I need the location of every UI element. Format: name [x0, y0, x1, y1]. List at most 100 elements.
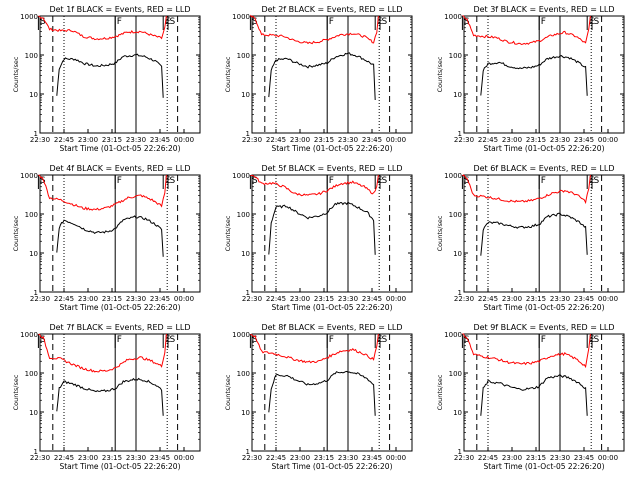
y-tick-label: 1	[246, 130, 250, 138]
marker-label: F	[329, 335, 334, 345]
marker-label: S	[382, 17, 388, 27]
x-tick-label: 22:45	[266, 454, 286, 462]
x-tick-label: 22:45	[54, 136, 74, 144]
y-axis-label: Counts/sec	[224, 374, 232, 410]
x-tick-label: 23:30	[550, 454, 570, 462]
series-black-line	[56, 53, 164, 98]
x-tick-label: 00:00	[174, 295, 194, 303]
y-tick-label: 1000	[232, 172, 250, 180]
marker-label: F	[329, 176, 334, 186]
x-tick-label: 23:45	[574, 295, 594, 303]
x-tick-label: 23:45	[362, 136, 382, 144]
plot-frame	[463, 15, 625, 134]
x-tick-label: 22:45	[54, 295, 74, 303]
y-tick-label: 10	[241, 250, 250, 258]
marker-label: F	[117, 17, 122, 27]
plot-frame	[463, 333, 625, 452]
y-tick-label: 1	[458, 130, 462, 138]
x-tick-label: 23:15	[526, 136, 546, 144]
series-black-line	[480, 55, 588, 96]
x-tick-label: 22:30	[242, 454, 262, 462]
y-tick-label: 1000	[20, 172, 38, 180]
y-tick-label: 100	[449, 52, 462, 60]
x-tick-label: 22:30	[30, 454, 50, 462]
x-tick-label: 22:45	[478, 295, 498, 303]
x-tick-label: 00:00	[386, 454, 406, 462]
x-tick-label: 23:30	[338, 136, 358, 144]
x-tick-label: 23:45	[150, 454, 170, 462]
chart-panel-3: Det 3f BLACK = Events, RED = LLD 1 10 100 10…	[436, 5, 625, 153]
x-tick-label: 00:00	[174, 136, 194, 144]
marker-label: S	[252, 176, 258, 186]
series-red-line	[462, 15, 591, 46]
series-black-line	[268, 370, 376, 416]
x-tick-label: 23:30	[338, 454, 358, 462]
y-tick-label: 1000	[20, 331, 38, 339]
x-tick-label: 23:45	[150, 136, 170, 144]
chart-panel-6: Det 6f BLACK = Events, RED = LLD 1 10 100 10…	[436, 164, 625, 312]
x-tick-label: 23:15	[102, 136, 122, 144]
series-black-line	[480, 373, 588, 416]
y-tick-label: 100	[25, 52, 38, 60]
series-red-line	[38, 333, 167, 373]
y-tick-label: 10	[29, 91, 38, 99]
series-red-line	[38, 174, 167, 211]
y-tick-label: 100	[237, 211, 250, 219]
x-tick-label: 23:45	[150, 295, 170, 303]
x-tick-label: 23:30	[126, 454, 146, 462]
x-tick-label: 23:45	[574, 136, 594, 144]
marker-label: S	[40, 335, 46, 345]
x-axis-label: Start Time (01-Oct-05 22:26:20)	[271, 462, 392, 471]
marker-label: S	[252, 335, 258, 345]
plot-frame	[463, 174, 625, 293]
chart-title: Det 2f BLACK = Events, RED = LLD	[261, 5, 402, 14]
x-tick-label: 22:30	[242, 136, 262, 144]
series-red-line	[462, 174, 591, 205]
x-tick-label: 00:00	[174, 454, 194, 462]
x-tick-label: 00:00	[598, 454, 618, 462]
marker-label: S	[382, 176, 388, 186]
x-tick-label: 23:00	[290, 295, 310, 303]
chart-panel-5: Det 5f BLACK = Events, RED = LLD 1 10 100 10…	[224, 164, 413, 312]
x-tick-label: 22:30	[242, 295, 262, 303]
plot-frame	[251, 333, 413, 452]
y-tick-label: 1	[246, 448, 250, 456]
y-tick-label: 1	[246, 289, 250, 297]
series-red-line	[250, 174, 379, 197]
x-tick-label: 23:00	[78, 454, 98, 462]
x-tick-label: 23:30	[338, 295, 358, 303]
series-black-line	[268, 52, 376, 101]
marker-label: S	[40, 176, 46, 186]
y-tick-label: 1000	[444, 172, 462, 180]
plot-frame	[39, 333, 201, 452]
y-tick-label: 1	[458, 289, 462, 297]
y-tick-label: 1000	[232, 331, 250, 339]
x-tick-label: 23:00	[290, 454, 310, 462]
chart-panel-8: Det 8f BLACK = Events, RED = LLD 1 10 100 10…	[224, 323, 413, 471]
y-axis-label: Counts/sec	[436, 374, 444, 410]
marker-label: S	[170, 17, 176, 27]
y-tick-label: 10	[29, 409, 38, 417]
x-tick-label: 23:30	[550, 136, 570, 144]
x-axis-label: Start Time (01-Oct-05 22:26:20)	[59, 462, 180, 471]
x-tick-label: 23:15	[526, 295, 546, 303]
x-tick-label: 22:30	[30, 295, 50, 303]
x-tick-label: 22:45	[478, 136, 498, 144]
marker-label: S	[40, 17, 46, 27]
chart-panel-2: Det 2f BLACK = Events, RED = LLD 1 10 100 10…	[224, 5, 413, 153]
plot-frame	[251, 15, 413, 134]
x-tick-label: 23:15	[314, 454, 334, 462]
chart-title: Det 9f BLACK = Events, RED = LLD	[473, 323, 614, 332]
chart-title: Det 1f BLACK = Events, RED = LLD	[49, 5, 190, 14]
x-tick-label: 22:30	[454, 295, 474, 303]
y-axis-label: Counts/sec	[12, 56, 20, 92]
x-tick-label: 23:00	[502, 454, 522, 462]
y-tick-label: 10	[453, 250, 462, 258]
x-axis-label: Start Time (01-Oct-05 22:26:20)	[59, 144, 180, 153]
chart-title: Det 5f BLACK = Events, RED = LLD	[261, 164, 402, 173]
y-tick-label: 10	[241, 91, 250, 99]
y-tick-label: 100	[449, 370, 462, 378]
marker-label: F	[541, 335, 546, 345]
y-axis-label: Counts/sec	[436, 215, 444, 251]
y-tick-label: 10	[453, 91, 462, 99]
